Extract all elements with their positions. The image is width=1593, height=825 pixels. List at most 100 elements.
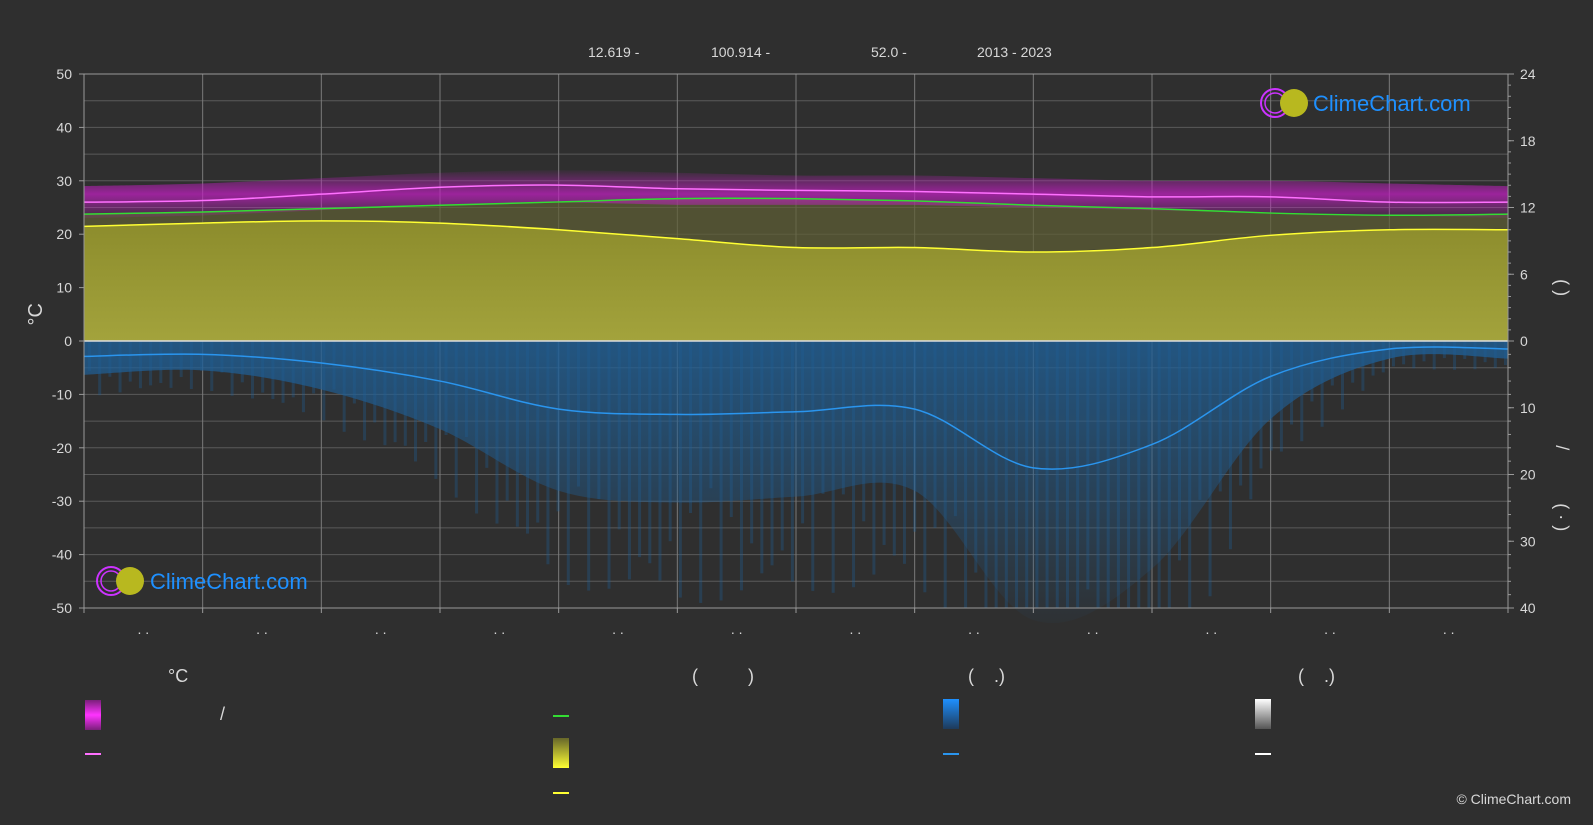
climechart-logo-icon: [96, 566, 144, 596]
rain-streak: [1116, 341, 1120, 608]
rain-streak: [994, 341, 998, 608]
rain-streak: [556, 341, 560, 512]
rain-streak: [974, 341, 978, 573]
rain-streak: [699, 341, 703, 603]
rain-streak: [913, 341, 917, 532]
rain-streak: [1106, 341, 1110, 608]
rain-streak: [882, 341, 886, 545]
rain-streak: [1391, 341, 1395, 367]
x-tick-label: . .: [1443, 621, 1455, 637]
rain-streak: [1320, 341, 1324, 427]
x-tick-label: . .: [1324, 621, 1336, 637]
daylight-line: [83, 197, 1509, 217]
chart-axes: 50 40 30 20 10 0 -10 -20 -30 -40 -50 °C 24 18 12 6 0 10 20…: [25, 66, 1572, 637]
y2-tick-label: 0: [1520, 333, 1528, 349]
rain-streak: [1198, 341, 1202, 500]
rain-streak: [964, 341, 968, 608]
rain-streak: [200, 341, 204, 371]
rain-streak: [159, 341, 163, 383]
rain-streak: [536, 341, 540, 523]
rain-streak: [1178, 341, 1182, 561]
rain-streak: [648, 341, 652, 564]
legend-temp-range-swatch: [85, 700, 101, 730]
rain-streak: [1310, 341, 1314, 402]
rain-streak: [342, 341, 346, 432]
rain-streak: [617, 341, 621, 530]
rain-streak: [128, 341, 132, 382]
rain-streak: [811, 341, 815, 591]
watermark-top: ClimeChart.com: [1313, 91, 1471, 116]
rain-streak: [729, 341, 733, 518]
temperature-range-band: [84, 170, 1508, 219]
x-tick-label: . .: [137, 621, 149, 637]
rain-streak: [1493, 341, 1497, 368]
rain-streak: [332, 341, 336, 390]
rain-streak: [1004, 341, 1008, 608]
rain-streak: [210, 341, 214, 392]
rain-streak: [902, 341, 906, 564]
rain-streak: [98, 341, 102, 396]
rain-streak: [118, 341, 122, 393]
rain-streak: [464, 341, 468, 438]
y-tick-label: -20: [52, 440, 72, 456]
rain-streak: [1351, 341, 1355, 383]
rain-streak: [291, 341, 295, 398]
rain-streak: [454, 341, 458, 498]
chart-areas: [84, 170, 1508, 624]
rain-streak: [424, 341, 428, 442]
rain-streak: [1463, 341, 1467, 359]
y-tick-label: -50: [52, 600, 72, 616]
legend-snow-swatch: [1255, 699, 1271, 729]
rain-streak: [1065, 341, 1069, 608]
rain-streak: [587, 341, 591, 591]
rain-streak: [638, 341, 642, 558]
rain-streak: [363, 341, 367, 441]
rain-streak: [668, 341, 672, 542]
rain-streak: [627, 341, 631, 580]
y-tick-label: -10: [52, 386, 72, 402]
rain-line: [83, 346, 1509, 470]
rain-streak: [750, 341, 754, 544]
rain-streak: [576, 341, 580, 487]
rain-streak: [1300, 341, 1304, 442]
rain-streak: [138, 341, 142, 389]
y2-axis-label: ( · ): [1552, 503, 1572, 531]
x-tick-label: . .: [493, 621, 505, 637]
x-tick-label: . .: [849, 621, 861, 637]
sunshine-line: [83, 220, 1509, 253]
rain-streak: [1147, 341, 1151, 608]
rain-streak: [1157, 341, 1161, 608]
rain-streak: [607, 341, 611, 589]
rain-streak: [1402, 341, 1406, 365]
rain-streak: [1025, 341, 1029, 608]
rain-streak: [597, 341, 601, 500]
y-tick-label: -30: [52, 493, 72, 509]
rain-streak: [760, 341, 764, 574]
header-latitude: 12.619 -: [588, 44, 640, 60]
rain-streak: [546, 341, 550, 565]
rain-streak: [240, 341, 244, 383]
rain-streak: [1188, 341, 1192, 608]
rain-streak: [179, 341, 183, 378]
rain-streak: [322, 341, 326, 421]
rain-streak: [1167, 341, 1171, 608]
rain-streak: [1279, 341, 1283, 452]
y-tick-label: 40: [56, 119, 72, 135]
rain-streak: [1045, 341, 1049, 608]
rain-streak: [281, 341, 285, 403]
rain-streak: [1055, 341, 1059, 608]
y-axis-label: °C: [25, 303, 47, 325]
rain-streak: [1473, 341, 1477, 370]
rain-streak: [658, 341, 662, 581]
rain-streak: [108, 341, 112, 377]
y3-tick-label: 10: [1520, 400, 1536, 416]
y2-tick-label: 6: [1520, 266, 1528, 282]
rain-streak: [271, 341, 275, 400]
x-tick-label: . .: [1087, 621, 1099, 637]
legend-sunshine-swatch: [553, 738, 569, 768]
rain-streak: [1127, 341, 1131, 608]
legend-snow-title: ( .): [1298, 666, 1335, 686]
y-tick-label: 50: [56, 66, 72, 82]
y2-tick-label: 24: [1520, 66, 1536, 82]
